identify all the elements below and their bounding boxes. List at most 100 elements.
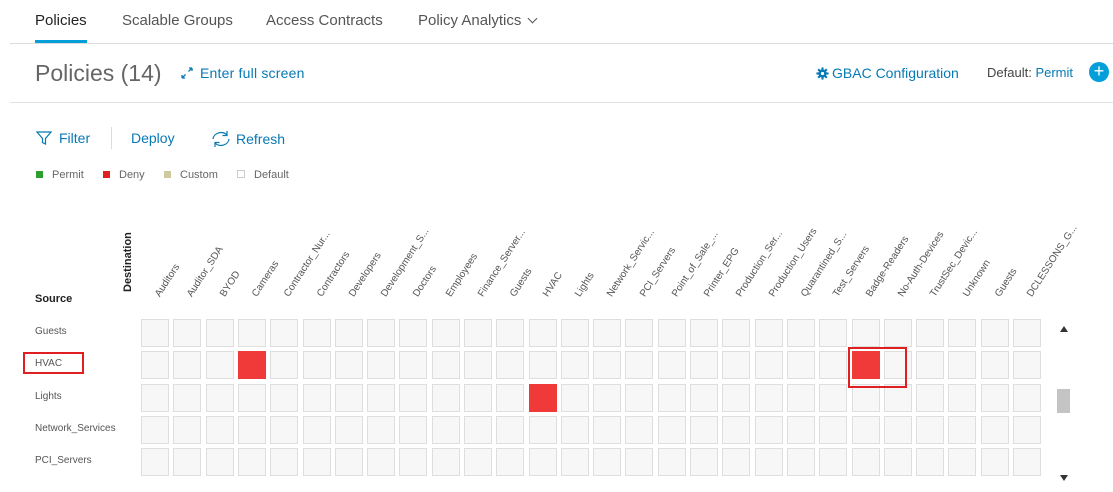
policy-cell[interactable]	[303, 416, 331, 444]
policy-cell[interactable]	[981, 416, 1009, 444]
policy-cell[interactable]	[335, 351, 363, 379]
policy-cell[interactable]	[593, 448, 621, 476]
policy-cell[interactable]	[884, 448, 912, 476]
policy-cell[interactable]	[399, 448, 427, 476]
policy-cell[interactable]	[755, 448, 783, 476]
default-policy-value[interactable]: Permit	[1035, 65, 1073, 80]
policy-cell[interactable]	[981, 351, 1009, 379]
policy-cell[interactable]	[852, 319, 880, 347]
tab-scalable-groups[interactable]: Scalable Groups	[122, 12, 233, 29]
scroll-up-arrow-icon[interactable]	[1060, 326, 1068, 332]
policy-cell[interactable]	[722, 448, 750, 476]
policy-cell[interactable]	[658, 319, 686, 347]
policy-cell[interactable]	[690, 319, 718, 347]
policy-cell[interactable]	[529, 448, 557, 476]
policy-cell[interactable]	[593, 319, 621, 347]
policy-cell[interactable]	[852, 448, 880, 476]
add-policy-button[interactable]: +	[1089, 62, 1109, 82]
policy-cell[interactable]	[496, 319, 524, 347]
policy-cell[interactable]	[1013, 319, 1041, 347]
policy-cell[interactable]	[335, 448, 363, 476]
policy-cell[interactable]	[561, 319, 589, 347]
policy-cell[interactable]	[625, 384, 653, 412]
policy-cell[interactable]	[1013, 351, 1041, 379]
policy-cell[interactable]	[529, 351, 557, 379]
policy-cell[interactable]	[464, 319, 492, 347]
policy-cell[interactable]	[819, 351, 847, 379]
policy-cell[interactable]	[948, 384, 976, 412]
policy-cell[interactable]	[464, 448, 492, 476]
policy-cell[interactable]	[141, 319, 169, 347]
scroll-down-arrow-icon[interactable]	[1060, 475, 1068, 481]
policy-cell[interactable]	[819, 416, 847, 444]
policy-cell[interactable]	[916, 384, 944, 412]
policy-cell[interactable]	[593, 416, 621, 444]
policy-cell-deny[interactable]	[852, 351, 880, 379]
policy-cell[interactable]	[722, 384, 750, 412]
policy-cell[interactable]	[787, 448, 815, 476]
policy-cell[interactable]	[367, 416, 395, 444]
enter-full-screen-link[interactable]: Enter full screen	[180, 65, 305, 81]
policy-cell[interactable]	[948, 319, 976, 347]
policy-cell[interactable]	[625, 351, 653, 379]
policy-cell[interactable]	[755, 351, 783, 379]
tab-policy-analytics[interactable]: Policy Analytics	[418, 12, 538, 29]
policy-cell[interactable]	[238, 384, 266, 412]
policy-cell[interactable]	[529, 319, 557, 347]
policy-cell[interactable]	[367, 384, 395, 412]
policy-cell[interactable]	[173, 384, 201, 412]
policy-cell[interactable]	[206, 416, 234, 444]
policy-cell[interactable]	[335, 319, 363, 347]
policy-cell[interactable]	[206, 384, 234, 412]
policy-cell[interactable]	[496, 384, 524, 412]
policy-cell[interactable]	[432, 319, 460, 347]
policy-cell[interactable]	[335, 416, 363, 444]
policy-cell[interactable]	[561, 448, 589, 476]
policy-cell[interactable]	[884, 319, 912, 347]
filter-button[interactable]: Filter	[35, 130, 90, 146]
policy-cell[interactable]	[399, 384, 427, 412]
policy-cell[interactable]	[367, 351, 395, 379]
policy-cell[interactable]	[658, 384, 686, 412]
policy-cell[interactable]	[948, 448, 976, 476]
policy-cell[interactable]	[270, 319, 298, 347]
policy-cell[interactable]	[690, 448, 718, 476]
policy-cell[interactable]	[658, 416, 686, 444]
policy-cell[interactable]	[690, 351, 718, 379]
policy-cell[interactable]	[1013, 416, 1041, 444]
policy-cell[interactable]	[367, 448, 395, 476]
policy-cell[interactable]	[335, 384, 363, 412]
tab-access-contracts[interactable]: Access Contracts	[266, 12, 383, 29]
policy-cell[interactable]	[625, 319, 653, 347]
policy-cell[interactable]	[561, 384, 589, 412]
policy-cell[interactable]	[399, 351, 427, 379]
policy-cell[interactable]	[270, 384, 298, 412]
policy-cell[interactable]	[658, 351, 686, 379]
policy-cell[interactable]	[561, 416, 589, 444]
policy-cell[interactable]	[722, 319, 750, 347]
policy-cell[interactable]	[690, 416, 718, 444]
policy-cell[interactable]	[173, 319, 201, 347]
policy-cell[interactable]	[238, 416, 266, 444]
policy-cell[interactable]	[432, 448, 460, 476]
policy-cell[interactable]	[1013, 384, 1041, 412]
policy-cell[interactable]	[787, 351, 815, 379]
policy-cell[interactable]	[303, 319, 331, 347]
policy-cell[interactable]	[496, 416, 524, 444]
policy-cell[interactable]	[270, 416, 298, 444]
policy-cell[interactable]	[432, 351, 460, 379]
policy-cell[interactable]	[884, 416, 912, 444]
policy-cell[interactable]	[787, 384, 815, 412]
policy-cell[interactable]	[722, 416, 750, 444]
policy-cell[interactable]	[141, 448, 169, 476]
policy-cell[interactable]	[981, 384, 1009, 412]
policy-cell[interactable]	[916, 448, 944, 476]
policy-cell[interactable]	[981, 319, 1009, 347]
tab-policies[interactable]: Policies	[35, 12, 87, 29]
policy-cell[interactable]	[432, 384, 460, 412]
policy-cell[interactable]	[852, 384, 880, 412]
policy-cell[interactable]	[981, 448, 1009, 476]
policy-cell[interactable]	[464, 351, 492, 379]
policy-cell-deny[interactable]	[529, 384, 557, 412]
policy-cell[interactable]	[948, 351, 976, 379]
